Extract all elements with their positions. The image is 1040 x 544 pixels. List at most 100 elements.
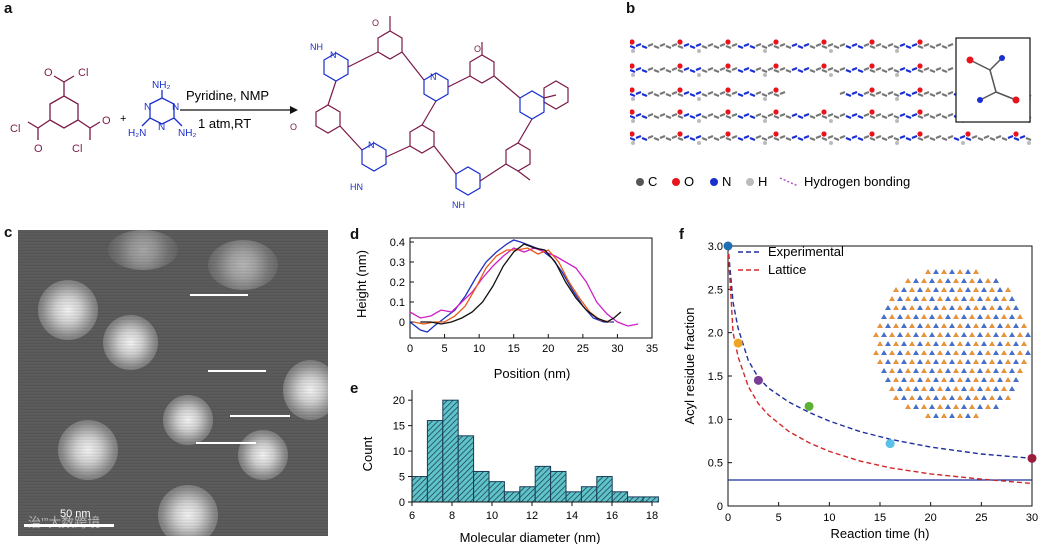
- inset-lattice-node: [1021, 359, 1027, 364]
- inset-lattice-node: [953, 368, 959, 373]
- inset-lattice-node: [909, 341, 915, 346]
- panel-a-scheme: Cl Cl Cl O O O + NH₂ H₂N NH₂ N N N Pyrid…: [10, 16, 569, 210]
- inset-lattice-node: [933, 305, 939, 310]
- inset-lattice-node: [889, 386, 895, 391]
- crystal-bond: [941, 92, 948, 98]
- inset-lattice-node: [933, 269, 939, 274]
- crystal-bond: [767, 42, 774, 48]
- e-histogram-bar: [503, 491, 521, 503]
- inset-lattice-node: [969, 296, 975, 301]
- crystal-atom-h: [895, 119, 899, 123]
- crystal-bond: [647, 66, 654, 72]
- inset-lattice-node: [985, 350, 991, 355]
- inset-lattice-node: [989, 377, 995, 382]
- melamine-nh2-right: NH₂: [178, 128, 196, 139]
- inset-lattice-node: [1021, 341, 1027, 346]
- inset-lattice-node: [1005, 323, 1011, 328]
- crystal-bond: [719, 42, 726, 48]
- crystal-bond: [737, 44, 744, 50]
- inset-lattice-node: [1009, 332, 1015, 337]
- crystal-bond: [749, 68, 756, 74]
- inset-lattice-node: [885, 323, 891, 328]
- crystal-bond: [785, 68, 792, 74]
- crystal-atom-o: [869, 87, 875, 93]
- crystal-bond: [677, 92, 684, 98]
- inset-lattice-node: [925, 269, 931, 274]
- inset-lattice-node: [969, 314, 975, 319]
- crystal-bond: [923, 134, 930, 140]
- inset-lattice-node: [949, 323, 955, 328]
- inset-lattice-node: [989, 305, 995, 310]
- inset-lattice-node: [953, 404, 959, 409]
- crystal-atom-o: [630, 131, 635, 137]
- inset-lattice-node: [877, 341, 883, 346]
- crystal-bond: [725, 136, 732, 142]
- inset-lattice-node: [901, 377, 907, 382]
- e-xtick-label: 12: [526, 510, 538, 522]
- crystal-bond: [653, 44, 660, 50]
- inset-lattice-node: [893, 323, 899, 328]
- product-n-label-3: N: [368, 140, 375, 150]
- crystal-bond: [737, 92, 744, 98]
- crystal-bond: [647, 112, 654, 118]
- d-xtick-label: 15: [508, 343, 520, 355]
- legend-n-label: N: [722, 174, 731, 189]
- inset-lattice-node: [1001, 368, 1007, 373]
- panel-b-structure: C O N H Hydrogen bonding: [630, 37, 1032, 189]
- condition-bottom: 1 atm,RT: [198, 116, 251, 131]
- panel-label-c: c: [4, 224, 13, 241]
- crystal-atom-h: [631, 73, 635, 77]
- crystal-bond: [683, 66, 690, 72]
- inset-lattice-node: [993, 368, 999, 373]
- inset-lattice-node: [985, 314, 991, 319]
- crystal-bond: [851, 42, 858, 48]
- inset-lattice-node: [941, 377, 947, 382]
- inset-lattice-node: [941, 413, 947, 418]
- crystal-atom-h: [895, 97, 899, 101]
- legend-o-dot: [672, 178, 680, 186]
- crystal-bond: [881, 92, 888, 98]
- inset-lattice-node: [905, 404, 911, 409]
- inset-lattice-node: [913, 404, 919, 409]
- crystal-bond: [635, 66, 642, 72]
- inset-lattice-node: [957, 359, 963, 364]
- crystal-bond: [833, 44, 840, 50]
- inset-lattice-node: [889, 296, 895, 301]
- crystal-bond: [845, 136, 852, 142]
- crystal-bond: [917, 136, 924, 142]
- inset-lattice-node: [973, 287, 979, 292]
- crystal-bond: [671, 134, 678, 140]
- inset-lattice-node: [957, 269, 963, 274]
- inset-lattice-node: [925, 395, 931, 400]
- panel-f-chart: 0 5 10 15 20 25 30 0 0.5 1.0 1.5 2.0 2.5 3.0 Experime…: [682, 241, 1038, 541]
- f-ytick-label: 0.5: [708, 458, 723, 470]
- crystal-bond: [689, 114, 696, 120]
- crystal-bond: [815, 112, 822, 118]
- d-ytick-label: 0.4: [390, 237, 405, 249]
- crystal-bond: [689, 68, 696, 74]
- inset-lattice-node: [937, 296, 943, 301]
- crystal-bond: [833, 136, 840, 142]
- melamine-n-2: N: [172, 102, 179, 113]
- crystal-bond: [917, 114, 924, 120]
- crystal-bond: [911, 112, 918, 118]
- crystal-bond: [695, 42, 702, 48]
- e-xtick-label: 14: [566, 510, 578, 522]
- crystal-bond: [725, 68, 732, 74]
- crystal-bond: [797, 136, 804, 142]
- crystal-atom-o: [821, 63, 827, 69]
- crystal-bond: [761, 68, 768, 74]
- crystal-bond: [701, 114, 708, 120]
- crystal-bond: [689, 92, 696, 98]
- inset-lattice-node: [989, 287, 995, 292]
- afm-particle: [108, 230, 178, 270]
- inset-lattice-node: [905, 278, 911, 283]
- crystal-bond: [635, 134, 642, 140]
- e-histogram-bar: [550, 470, 567, 503]
- crystal-bond: [923, 42, 930, 48]
- crystal-bond: [641, 92, 648, 98]
- crystal-bond: [899, 42, 906, 48]
- inset-lattice-node: [885, 341, 891, 346]
- inset-lattice-node: [937, 332, 943, 337]
- inset-lattice-node: [921, 368, 927, 373]
